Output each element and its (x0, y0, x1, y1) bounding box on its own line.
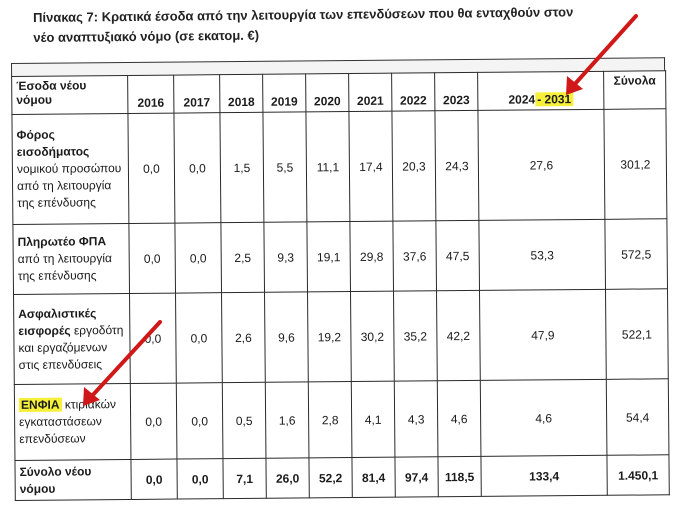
total-value: 52,2 (308, 457, 353, 498)
cell-total: 572,5 (604, 218, 668, 290)
cell-value: 47,9 (479, 289, 607, 381)
cell-value: 0,0 (174, 222, 222, 294)
header-total: Σύνολα (603, 70, 666, 110)
row-label-enfia: ΕΝΦΙΑ κτιριακών εγκαταστάσεων επενδύσεων (14, 383, 131, 461)
table-row: Ασφαλιστικές εισφορές εργοδότη και εργαζ… (13, 288, 669, 385)
cell-value: 30,2 (350, 291, 395, 382)
cell-value: 0,0 (128, 223, 176, 294)
cell-value: 5,5 (262, 111, 307, 223)
cell-total: 522,1 (605, 288, 669, 380)
cell-total: 54,4 (606, 378, 669, 456)
cell-value: 17,4 (348, 111, 393, 222)
cell-value: 0,0 (175, 292, 223, 384)
total-row-label: Σύνολο νέου νόμου (14, 459, 132, 501)
table-caption: Πίνακας 7: Κρατικά έσοδα από την λειτουρ… (33, 2, 633, 48)
header-year-range: 2024- 2031 (477, 71, 604, 111)
header-year-2018: 2018 (219, 74, 263, 113)
cell-value: 0,0 (130, 383, 177, 460)
total-value: 97,4 (394, 456, 439, 498)
total-value: 26,0 (265, 457, 310, 499)
header-year-2021: 2021 (348, 73, 392, 112)
header-year-2016: 2016 (127, 75, 174, 114)
table-row: Φόρος εισοδήματος νομικού προσώπου από τ… (11, 108, 667, 225)
header-year-2022: 2022 (391, 72, 435, 112)
table-row: ΕΝΦΙΑ κτιριακών εγκαταστάσεων επενδύσεων… (14, 378, 669, 461)
cell-value: 20,3 (391, 110, 436, 222)
cell-value: 0,0 (127, 113, 175, 224)
table-row: Πληρωτέο ΦΠΑ από τη λειτουργία της επένδ… (12, 218, 668, 295)
total-value: 0,0 (130, 459, 178, 500)
cell-value: 1,6 (265, 381, 309, 459)
cell-value: 24,3 (434, 110, 479, 221)
total-value: 81,4 (351, 457, 396, 498)
cell-value: 2,5 (220, 222, 265, 293)
row-label-vat: Πληρωτέο ΦΠΑ από τη λειτουργία της επένδ… (12, 223, 130, 295)
cell-value: 1,5 (219, 112, 264, 223)
cell-value: 27,6 (477, 109, 605, 221)
cell-value: 0,0 (129, 293, 177, 384)
cell-value: 11,1 (305, 111, 350, 222)
total-row: Σύνολο νέου νόμου 0,0 0,0 7,1 26,0 52,2 … (14, 454, 670, 501)
row-label-insurance: Ασφαλιστικές εισφορές εργοδότη και εργαζ… (13, 293, 131, 385)
row-label-bold: Πληρωτέο ΦΠΑ (17, 234, 107, 249)
cell-value: 2,6 (221, 292, 266, 383)
cell-value: 35,2 (393, 290, 438, 382)
header-year-2017: 2017 (173, 74, 220, 114)
cell-value: 0,5 (222, 382, 266, 459)
header-row: Έσοδα νέου νόμου 2016 2017 2018 2019 202… (11, 70, 666, 115)
revenue-table-wrapper: Έσοδα νέου νόμου 2016 2017 2018 2019 202… (11, 57, 670, 501)
header-range-start: 2024 (508, 92, 536, 107)
total-value: 0,0 (176, 458, 224, 500)
cell-value: 47,5 (435, 220, 480, 291)
header-first-cell: Έσοδα νέου νόμου (11, 75, 128, 115)
cell-value: 4,6 (437, 380, 481, 457)
cell-value: 4,1 (351, 381, 395, 458)
total-value: 118,5 (437, 456, 482, 497)
revenue-table: Έσοδα νέου νόμου 2016 2017 2018 2019 202… (11, 70, 670, 501)
total-value: 133,4 (480, 455, 608, 497)
cell-value: 29,8 (349, 221, 394, 292)
header-year-2023: 2023 (434, 72, 478, 111)
row-label-bold-highlight: ΕΝΦΙΑ (18, 397, 62, 412)
cell-value: 53,3 (478, 219, 606, 291)
header-year-2020: 2020 (305, 73, 349, 112)
cell-value: 42,2 (436, 290, 481, 381)
row-label-bold: Φόρος εισοδήματος (16, 127, 90, 159)
grand-total: 1.450,1 (606, 454, 670, 496)
cell-value: 9,6 (264, 291, 309, 383)
cell-value: 4,3 (394, 380, 438, 458)
cell-value: 37,6 (392, 220, 437, 292)
cell-value: 19,1 (306, 221, 351, 292)
cell-total: 301,2 (603, 108, 667, 220)
cell-value: 0,0 (176, 382, 223, 460)
row-label-rest: από τη λειτουργία της επένδυσης (17, 251, 113, 283)
cell-value: 0,0 (173, 112, 221, 224)
cell-value: 4,6 (480, 379, 607, 457)
row-label-rest: νομικού προσώπου από τη λειτουργία της ε… (16, 161, 122, 210)
row-label-corporate-tax: Φόρος εισοδήματος νομικού προσώπου από τ… (11, 113, 129, 225)
cell-value: 2,8 (308, 381, 352, 458)
header-year-2019: 2019 (262, 73, 306, 113)
header-range-end-highlight: - 2031 (535, 92, 574, 107)
cell-value: 19,2 (307, 291, 352, 382)
cell-value: 9,3 (263, 221, 308, 293)
total-value: 7,1 (222, 458, 267, 499)
